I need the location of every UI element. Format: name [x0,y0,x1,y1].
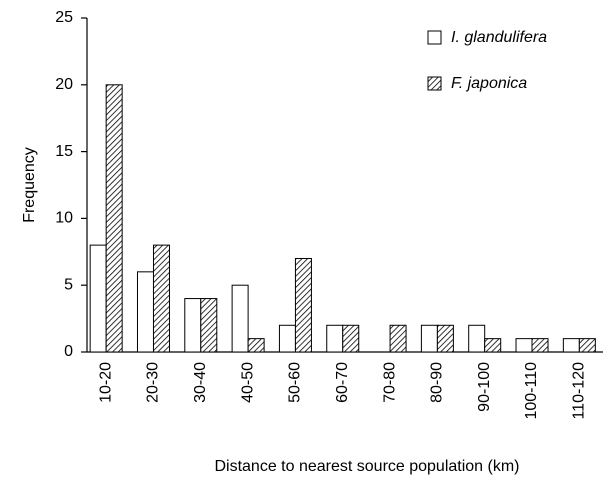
x-tick-label: 50-60 [287,362,304,403]
y-tick-label: 20 [55,76,73,93]
bar [562,338,580,353]
x-tick-label: 10-20 [97,362,114,403]
bar [578,338,596,353]
bar [531,338,549,353]
y-axis-label: Frequency [21,147,38,223]
legend-swatch [427,30,442,45]
legend-label: I. glandulifera [451,29,547,46]
bar [420,324,438,353]
bar [89,244,107,353]
bar [200,298,218,353]
legend-swatch [427,76,442,91]
x-tick-label: 110-120 [571,362,588,420]
x-tick-label: 80-90 [429,362,446,403]
bar [484,338,502,353]
x-tick-label: 20-30 [145,362,162,403]
bar [294,257,312,353]
y-tick-label: 25 [55,9,73,26]
y-tick-label: 0 [64,343,73,360]
bar [342,324,360,353]
x-tick-label: 30-40 [192,362,209,403]
x-tick-label: 40-50 [239,362,256,403]
bar [389,324,407,353]
bar [152,244,170,353]
x-axis-label: Distance to nearest source population (k… [214,458,519,475]
x-tick-label: 60-70 [334,362,351,403]
bar [436,324,454,353]
bar [247,338,265,353]
bar [105,84,123,353]
x-tick-label: 100-110 [523,362,540,420]
bar [136,271,154,353]
bar [184,298,202,353]
bar [231,284,249,353]
bar [278,324,296,353]
y-tick-label: 15 [55,143,73,160]
y-tick-label: 10 [55,210,73,227]
legend-label: F. japonica [451,75,527,92]
bar [468,324,486,353]
x-tick-label: 90-100 [476,362,493,412]
bar [326,324,344,353]
y-tick-label: 5 [64,276,73,293]
bar [515,338,533,353]
x-tick-label: 70-80 [381,362,398,403]
